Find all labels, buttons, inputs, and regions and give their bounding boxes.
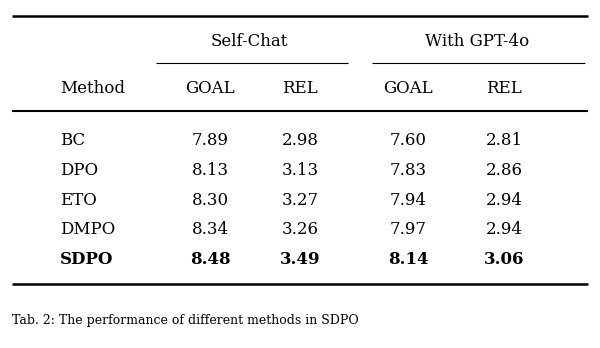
Text: 8.14: 8.14 (388, 251, 428, 268)
Text: 3.27: 3.27 (281, 192, 319, 208)
Text: 8.48: 8.48 (190, 251, 230, 268)
Text: 3.06: 3.06 (484, 251, 524, 268)
Text: 3.13: 3.13 (281, 162, 319, 179)
Text: 7.83: 7.83 (389, 162, 427, 179)
Text: 3.49: 3.49 (280, 251, 320, 268)
Text: 8.30: 8.30 (191, 192, 229, 208)
Text: 7.97: 7.97 (389, 221, 427, 238)
Text: Tab. 2: The performance of different methods in SDPO: Tab. 2: The performance of different met… (12, 314, 359, 327)
Text: GOAL: GOAL (185, 80, 235, 97)
Text: 7.89: 7.89 (191, 133, 229, 149)
Text: REL: REL (282, 80, 318, 97)
Text: 2.94: 2.94 (485, 192, 523, 208)
Text: 2.94: 2.94 (485, 221, 523, 238)
Text: ETO: ETO (60, 192, 97, 208)
Text: Self-Chat: Self-Chat (211, 33, 287, 50)
Text: 2.86: 2.86 (485, 162, 523, 179)
Text: GOAL: GOAL (383, 80, 433, 97)
Text: BC: BC (60, 133, 85, 149)
Text: 2.81: 2.81 (485, 133, 523, 149)
Text: 7.94: 7.94 (389, 192, 427, 208)
Text: 2.98: 2.98 (281, 133, 319, 149)
Text: DPO: DPO (60, 162, 98, 179)
Text: With GPT-4o: With GPT-4o (425, 33, 529, 50)
Text: Method: Method (60, 80, 125, 97)
Text: 3.26: 3.26 (281, 221, 319, 238)
Text: REL: REL (486, 80, 522, 97)
Text: 7.60: 7.60 (389, 133, 427, 149)
Text: DMPO: DMPO (60, 221, 115, 238)
Text: SDPO: SDPO (60, 251, 113, 268)
Text: 8.34: 8.34 (191, 221, 229, 238)
Text: 8.13: 8.13 (191, 162, 229, 179)
